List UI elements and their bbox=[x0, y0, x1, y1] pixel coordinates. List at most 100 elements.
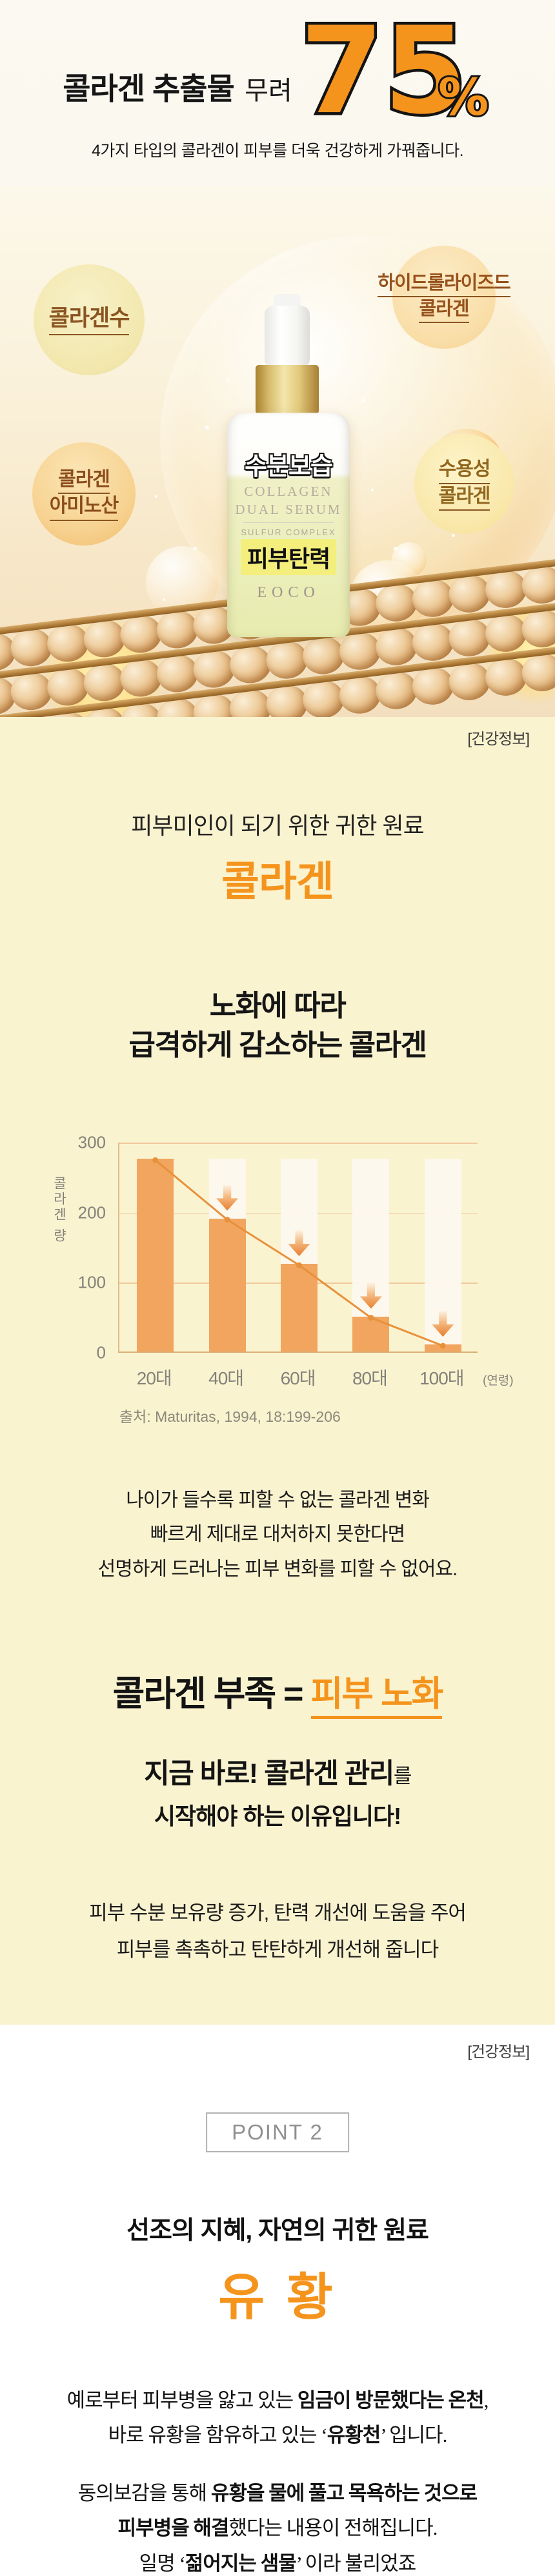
text-segment: , bbox=[483, 2389, 489, 2412]
gold-cap-band bbox=[256, 365, 319, 414]
point2-badge-text: POINT 2 bbox=[232, 2120, 323, 2144]
ingredient-bubble-collagen-amino-acid: 콜라겐 아미노산 bbox=[32, 442, 136, 546]
bottle-label-collagen: COLLAGEN bbox=[244, 484, 333, 499]
aging-paragraph-line1: 나이가 들수록 피할 수 없는 콜라겐 변화 bbox=[126, 1490, 430, 1511]
collagen-info-section: [건강정보] 피부미인이 되기 위한 귀한 원료 콜라겐 노화에 따라 급격하게… bbox=[0, 717, 555, 2025]
ingredient-label: 콜라겐 bbox=[419, 297, 470, 324]
percent-number: 75 bbox=[300, 8, 467, 123]
chart-x-unit: (연령) bbox=[483, 1374, 514, 1388]
sulfur-info-section: [건강정보] POINT 2 선조의 지혜, 자연의 귀한 원료 유 황 예로부… bbox=[0, 2025, 555, 2576]
chart-ytick-label: 200 bbox=[77, 1203, 106, 1223]
sparkle-dot bbox=[371, 489, 374, 491]
sparkle-dot bbox=[205, 426, 209, 429]
chart-xtick-label: 40대 bbox=[208, 1368, 244, 1388]
aging-paragraph-line3: 선명하게 드러나는 피부 변화를 피할 수 없어요. bbox=[97, 1558, 458, 1580]
text-segment: 동의보감을 통해 bbox=[77, 2482, 211, 2504]
sparkle-dot bbox=[452, 534, 455, 537]
text-segment-bold: 임금이 방문했다는 온천 bbox=[297, 2389, 485, 2412]
sparkle-dot bbox=[394, 547, 398, 551]
point2-badge: POINT 2 bbox=[206, 2112, 349, 2152]
cta-line2: 시작해야 하는 이유입니다! bbox=[154, 1803, 401, 1829]
ingredient-label: 하이드롤라이즈드 bbox=[378, 271, 511, 297]
bottle-label-sulfur-complex: SULFUR COMPLEX bbox=[241, 527, 336, 537]
chart-ytick-label: 300 bbox=[77, 1132, 106, 1152]
sparkle-dot bbox=[227, 379, 230, 382]
collagen-title: 콜라겐 bbox=[221, 858, 334, 905]
dropper-bulb bbox=[265, 306, 310, 366]
ingredient-label: 콜라겐 bbox=[58, 467, 110, 494]
ingredient-bubble-hydrolyzed-collagen: 하이드롤라이즈드 콜라겐 bbox=[378, 246, 511, 349]
benefit-paragraph: 피부 수분 보유량 증가, 탄력 개선에 도움을 주어 피부를 촉촉하고 탄탄하… bbox=[0, 1894, 555, 1969]
text-segment: ’ 이라 불리었죠 bbox=[296, 2551, 417, 2575]
sparkle-dot bbox=[194, 547, 197, 550]
bottle-body bbox=[227, 413, 350, 637]
text-segment: 일명 ‘ bbox=[139, 2551, 186, 2575]
cta-line1: 지금 바로! 콜라겐 관리를 bbox=[0, 1751, 555, 1791]
text-segment-bold: 유황을 물에 풀고 목욕하는 것으로 bbox=[210, 2482, 478, 2504]
aging-paragraph-line2: 빠르게 제대로 대처하지 못한다면 bbox=[150, 1524, 405, 1546]
cta-particle: 를 bbox=[393, 1765, 412, 1787]
collagen-intro: 피부미인이 되기 위한 귀한 원료 bbox=[131, 812, 425, 839]
chart-y-axis-label: 콜라겐 량 bbox=[52, 1176, 66, 1244]
percent-75-graphic: 75 % bbox=[299, 8, 490, 123]
cta-bold-text: 지금 바로! 콜라겐 관리 bbox=[144, 1758, 394, 1789]
chart-gridline bbox=[119, 1143, 478, 1144]
chart-xtick-label: 20대 bbox=[136, 1368, 172, 1388]
ingredient-label: 콜라겐 bbox=[438, 484, 490, 511]
ingredient-bubble-soluble-collagen: 수용성 콜라겐 bbox=[414, 434, 514, 534]
ingredient-bubble-collagen-water: 콜라겐수 bbox=[34, 264, 145, 375]
bottle-brand: EOCO bbox=[257, 584, 320, 601]
chart-heading: 노화에 따라 급격하게 감소하는 콜라겐 bbox=[0, 987, 555, 1065]
title-as-much-as: 무려 bbox=[245, 77, 292, 105]
bottle-label-dual-serum: DUAL SERUM bbox=[235, 502, 342, 517]
sparkle-dot bbox=[163, 598, 165, 601]
equation-black-part: 콜라겐 부족 = bbox=[112, 1675, 311, 1713]
ingredient-label: 콜라겐수 bbox=[48, 304, 130, 335]
main-title: 콜라겐 추출물 무려 75 % bbox=[0, 8, 555, 123]
title-collagen-extract: 콜라겐 추출물 bbox=[63, 72, 234, 106]
sparkle-dot bbox=[361, 398, 365, 402]
chart-heading-line2: 급격하게 감소하는 콜라겐 bbox=[128, 1028, 427, 1061]
chart-yticks: 300 200 100 0 bbox=[62, 1133, 112, 1362]
chart-heading-line1: 노화에 따라 bbox=[209, 989, 347, 1022]
chart-ytick-label: 0 bbox=[96, 1342, 106, 1362]
sulfur-p2-line2: 피부병을 해결했다는 내용이 전해집니다. bbox=[0, 2511, 555, 2546]
text-segment: ’ 입니다. bbox=[380, 2424, 447, 2447]
sulfur-p2-line3: 일명 ‘젊어지는 샘물’ 이라 불리었죠 bbox=[0, 2546, 555, 2576]
bottle-label-divider bbox=[243, 522, 334, 523]
chart-bar-60대 bbox=[281, 1264, 318, 1352]
chart-source: 출처: Maturitas, 1994, 18:199-206 bbox=[119, 1408, 341, 1425]
bottle-overlay-moisture: 수분보습 bbox=[245, 453, 333, 480]
text-segment-bold: 젊어지는 샘물 bbox=[185, 2551, 297, 2575]
equation-orange-part: 피부 노화 bbox=[310, 1675, 443, 1719]
ingredient-label: 아미노산 bbox=[49, 494, 119, 521]
sulfur-title: 유 황 bbox=[218, 2268, 337, 2325]
hero-section: 콜라겐수 하이드롤라이즈드 콜라겐 콜라겐 아미노산 수용성 콜라겐 수분보습 … bbox=[0, 186, 555, 717]
main-title-text: 콜라겐 추출물 무려 bbox=[63, 64, 292, 123]
chart-bar-20대 bbox=[137, 1159, 174, 1352]
text-segment-bold: 유황천 bbox=[327, 2424, 381, 2447]
collagen-equation: 콜라겐 부족 = 피부 노화 bbox=[0, 1665, 555, 1719]
chart-x-labels: 20대 40대 60대 80대 100대 bbox=[118, 1364, 478, 1390]
sulfur-p2-line1: 동의보감을 통해 유황을 물에 풀고 목욕하는 것으로 bbox=[0, 2476, 555, 2511]
sparkle-dot bbox=[155, 495, 157, 498]
bottle-overlay-elasticity: 피부탄력 bbox=[227, 539, 350, 575]
health-info-tag: [건강정보] bbox=[467, 731, 530, 748]
sulfur-p1-line2: 바로 유황을 함유하고 있는 ‘유황천’ 입니다. bbox=[0, 2418, 555, 2453]
benefit-line1: 피부 수분 보유량 증가, 탄력 개선에 도움을 주어 bbox=[89, 1902, 467, 1924]
sulfur-p1-line1: 예로부터 피부병을 앓고 있는 임금이 방문했다는 온천, bbox=[0, 2383, 555, 2418]
text-segment: 예로부터 피부병을 앓고 있는 bbox=[66, 2389, 298, 2412]
header-subtitle: 4가지 타입의 콜라겐이 피부를 더욱 건강하게 가꿔줍니다. bbox=[91, 142, 464, 160]
chart-bar-40대 bbox=[208, 1218, 246, 1352]
chart-plot bbox=[118, 1143, 478, 1353]
health-info-tag: [건강정보] bbox=[467, 2043, 530, 2061]
header-section: 콜라겐 추출물 무려 75 % 4가지 타입의 콜라겐이 피부를 더욱 건강하게… bbox=[0, 0, 555, 186]
chart-xtick-label: 80대 bbox=[352, 1368, 388, 1388]
sulfur-intro: 선조의 지혜, 자연의 귀한 원료 bbox=[126, 2217, 429, 2245]
ingredient-label: 수용성 bbox=[438, 457, 490, 484]
sulfur-paragraph-1: 예로부터 피부병을 앓고 있는 임금이 방문했다는 온천, 바로 유황을 함유하… bbox=[0, 2383, 555, 2453]
percent-sign: % bbox=[438, 69, 489, 123]
cta-block: 지금 바로! 콜라겐 관리를 시작해야 하는 이유입니다! bbox=[0, 1751, 555, 1831]
text-segment: 했다는 내용이 전해집니다. bbox=[228, 2517, 438, 2540]
text-segment: 바로 유황을 함유하고 있는 ‘ bbox=[108, 2424, 328, 2447]
